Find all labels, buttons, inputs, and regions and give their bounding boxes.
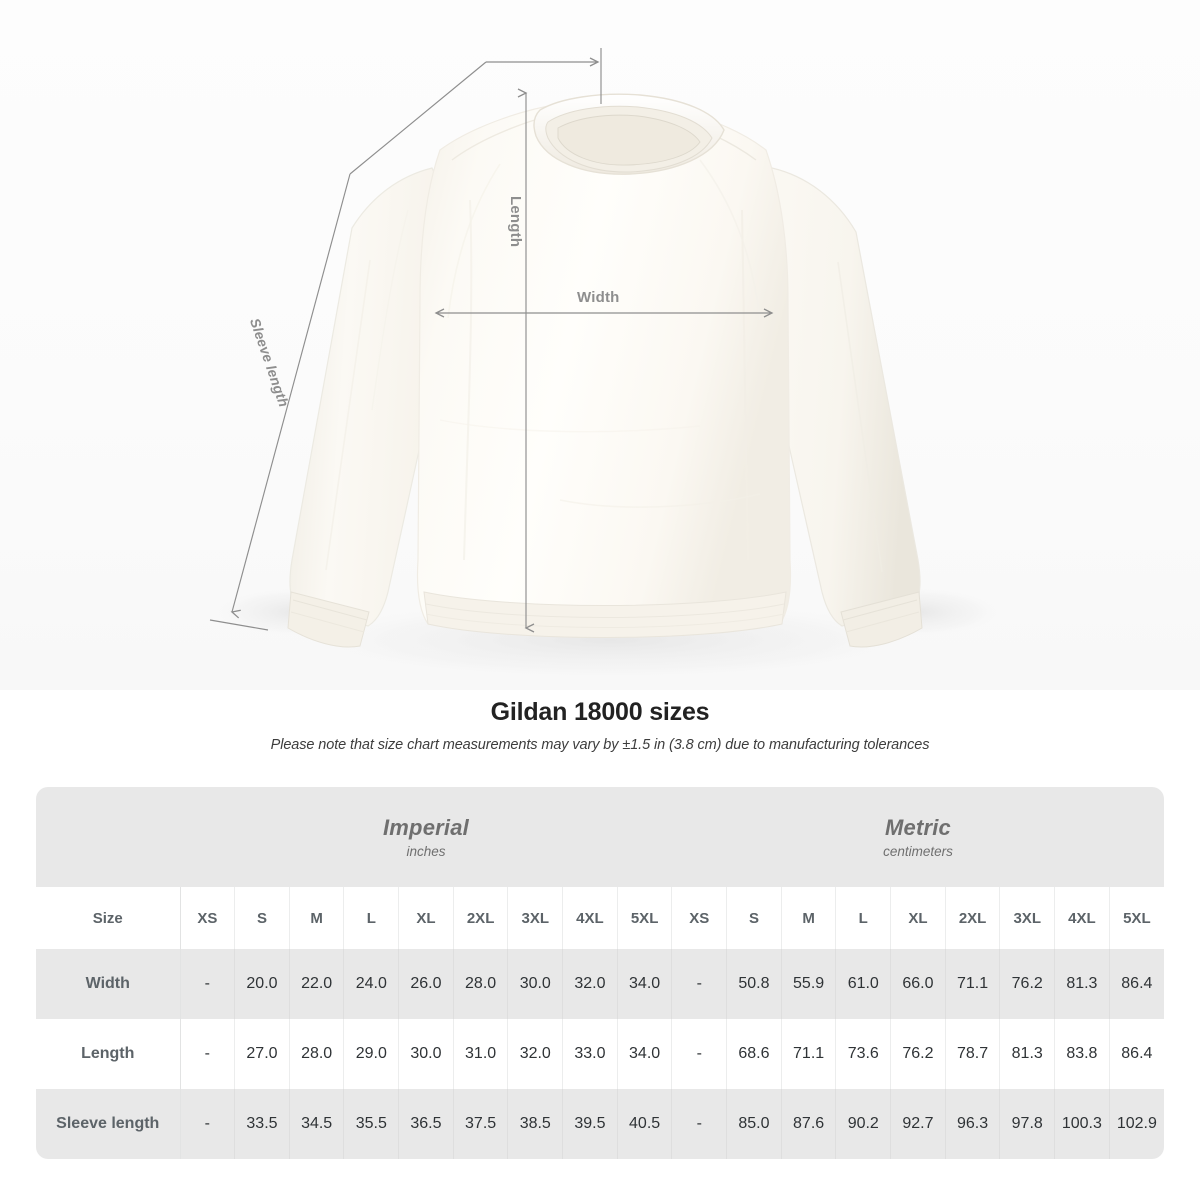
cell-metric: 73.6 [835,1019,892,1089]
cell-metric: 97.8 [999,1089,1056,1159]
cell-metric: 68.6 [726,1019,782,1089]
cell-metric: 81.3 [999,1019,1056,1089]
cell-metric: 66.0 [890,949,946,1019]
cell-metric: 86.4 [1109,949,1164,1019]
cell-metric: 90.2 [835,1089,892,1159]
cell-imperial: 34.5 [289,1089,345,1159]
measurement-annotations [209,48,774,633]
size-header-imperial-xl: XL [398,887,454,949]
row-label-length: Length [36,1019,181,1089]
size-header-metric-xs: XS [671,887,728,949]
cell-metric: 96.3 [945,1089,1001,1159]
unit-header-imperial: Imperial inches [180,787,672,887]
cell-imperial: 27.0 [234,1019,290,1089]
size-header-imperial-2xl: 2XL [453,887,509,949]
cell-metric: 50.8 [726,949,782,1019]
size-header-label: Size [36,887,181,949]
cell-imperial: 33.0 [562,1019,618,1089]
cell-imperial: 37.5 [453,1089,509,1159]
size-header-imperial-s: S [234,887,290,949]
row-label-width: Width [36,949,181,1019]
cell-metric: 102.9 [1109,1089,1164,1159]
cell-imperial: 24.0 [343,949,400,1019]
row-label-sleeve-length: Sleeve length [36,1089,181,1159]
cell-imperial: 20.0 [234,949,290,1019]
length-measurement-label: Length [507,196,524,248]
cell-imperial: 29.0 [343,1019,400,1089]
cell-metric: - [671,949,728,1019]
cell-metric: 87.6 [781,1089,837,1159]
cell-imperial: 33.5 [234,1089,290,1159]
cell-metric: - [671,1019,728,1089]
cell-imperial: 30.0 [398,1019,454,1089]
product-image-area: Length Width Sleeve length [0,0,1200,690]
table-row: Sleeve length -33.5 34.5 35.5 36.5 37.5 38.5 39… [36,1089,1164,1159]
cell-metric: 76.2 [890,1019,946,1089]
unit-header-metric: Metric centimeters [671,787,1164,887]
cell-metric: 71.1 [945,949,1001,1019]
size-header-metric-2xl: 2XL [945,887,1001,949]
cell-imperial: 36.5 [398,1089,454,1159]
unit-subtitle: inches [406,844,446,860]
cell-imperial: - [180,1019,236,1089]
cell-metric: 71.1 [781,1019,837,1089]
size-header-row: Size XS S M L XL 2XL 3XL 4XL 5XL XS S M L XL 2XL 3XL 4XL 5… [36,887,1164,949]
size-header-metric-m: M [781,887,837,949]
cell-imperial: - [180,949,236,1019]
cell-metric: 92.7 [890,1089,946,1159]
size-header-metric-l: L [835,887,892,949]
cell-metric: 83.8 [1054,1019,1110,1089]
size-header-imperial-m: M [289,887,345,949]
cell-imperial: 38.5 [507,1089,564,1159]
cell-imperial: 28.0 [453,949,509,1019]
cell-metric: 61.0 [835,949,892,1019]
size-header-imperial-3xl: 3XL [507,887,564,949]
cell-imperial: 35.5 [343,1089,400,1159]
cell-imperial: 30.0 [507,949,564,1019]
size-header-imperial-4xl: 4XL [562,887,618,949]
cell-imperial: 32.0 [562,949,618,1019]
size-header-metric-xl: XL [890,887,946,949]
cell-metric: 85.0 [726,1089,782,1159]
cell-metric: 78.7 [945,1019,1001,1089]
size-header-metric-4xl: 4XL [1054,887,1110,949]
chart-heading: Gildan 18000 sizes Please note that size… [0,698,1200,753]
cell-imperial: 34.0 [617,1019,673,1089]
cell-metric: 100.3 [1054,1089,1110,1159]
cell-metric: 76.2 [999,949,1056,1019]
tolerance-note: Please note that size chart measurements… [270,737,930,753]
page-title: Gildan 18000 sizes [490,698,710,726]
unit-header-row: Imperial inches Metric centimeters [36,787,1164,887]
cell-imperial: 31.0 [453,1019,509,1089]
size-header-metric-3xl: 3XL [999,887,1056,949]
sweatshirt-illustration [210,93,1005,682]
cell-metric: 81.3 [1054,949,1110,1019]
cell-metric: 55.9 [781,949,837,1019]
size-header-imperial-5xl: 5XL [617,887,673,949]
table-row: Width -20.0 22.0 24.0 26.0 28.0 30.0 32.0 34.0-5… [36,949,1164,1019]
size-header-imperial-l: L [343,887,400,949]
cell-metric: 86.4 [1109,1019,1164,1089]
size-header-imperial-xs: XS [180,887,236,949]
cell-imperial: 22.0 [289,949,345,1019]
cell-imperial: 26.0 [398,949,454,1019]
width-measurement-label: Width [577,289,620,306]
size-table-container: Imperial inches Metric centimeters Size XS S M L… [36,787,1164,1159]
cell-metric: - [671,1089,728,1159]
table-row: Length -27.0 28.0 29.0 30.0 31.0 32.0 33.0 34.0-… [36,1019,1164,1089]
unit-name: Imperial [382,814,469,840]
unit-name: Metric [884,814,951,840]
cell-imperial: 28.0 [289,1019,345,1089]
unit-header-spacer [36,787,180,887]
cell-imperial: - [180,1089,236,1159]
cell-imperial: 32.0 [507,1019,564,1089]
cell-imperial: 40.5 [617,1089,673,1159]
size-header-metric-5xl: 5XL [1109,887,1164,949]
size-chart-table: Imperial inches Metric centimeters Size XS S M L… [36,787,1164,1159]
cell-imperial: 34.0 [617,949,673,1019]
unit-subtitle: centimeters [883,844,953,860]
size-header-metric-s: S [726,887,782,949]
cell-imperial: 39.5 [562,1089,618,1159]
